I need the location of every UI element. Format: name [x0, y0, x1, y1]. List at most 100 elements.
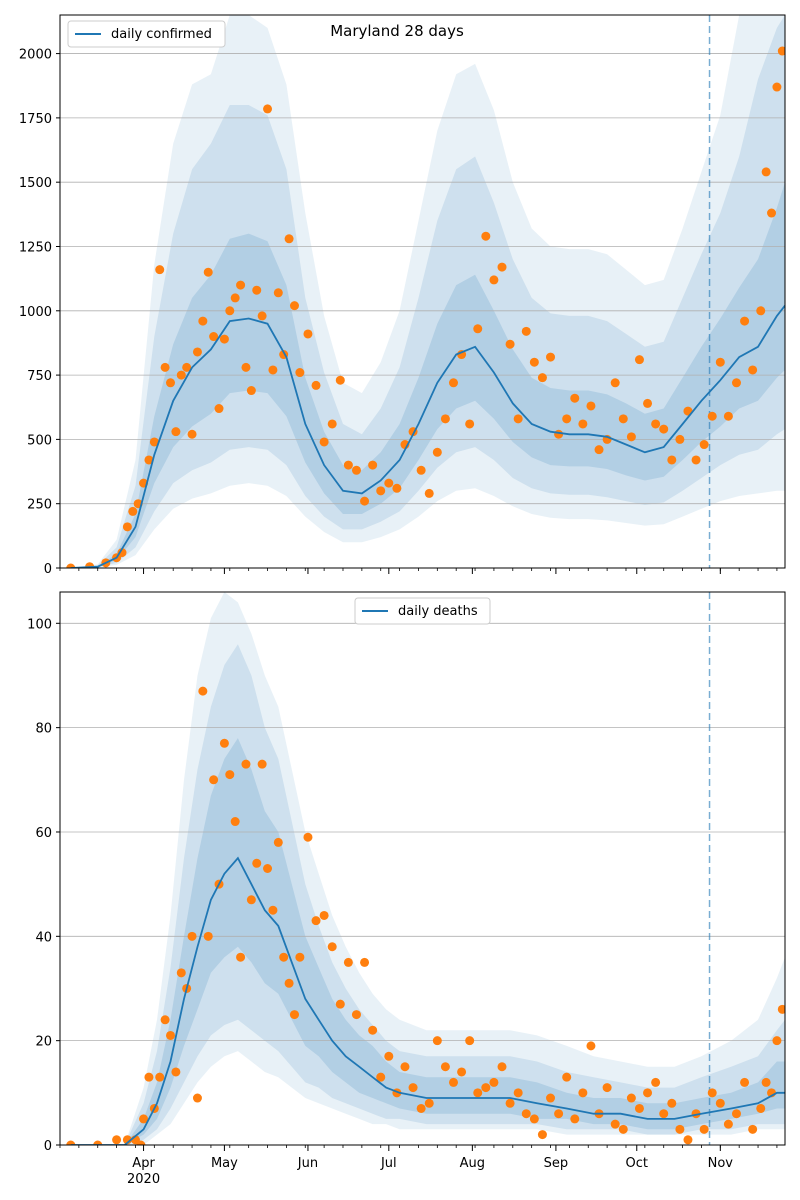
observed-point: [392, 483, 402, 493]
observed-point: [225, 770, 235, 780]
deaths-plot-frame: [59, 591, 786, 1146]
median-line: [70, 305, 785, 568]
y-tick-label: 1250: [19, 240, 52, 255]
observed-point: [284, 978, 294, 988]
x-tick-label: Aug: [460, 1156, 485, 1171]
confirmed-uncertainty-bands: [70, 15, 785, 568]
observed-point: [465, 1036, 475, 1046]
median-line: [70, 856, 785, 1145]
y-tick-label: 40: [35, 930, 52, 945]
observed-point: [529, 357, 539, 367]
observed-point: [554, 429, 564, 439]
y-tick-label: 0: [44, 562, 52, 577]
x-tick-label: Jul: [380, 1156, 397, 1171]
observed-point: [554, 1109, 564, 1119]
observed-point: [384, 478, 394, 488]
observed-point: [497, 1062, 507, 1072]
observed-point: [376, 486, 386, 496]
observed-point: [675, 1124, 685, 1134]
observed-point: [335, 999, 345, 1009]
observed-point: [505, 339, 515, 349]
observed-point: [268, 365, 278, 375]
observed-point: [432, 447, 442, 457]
observed-point: [368, 1025, 378, 1035]
observed-point: [594, 445, 604, 455]
observed-point: [273, 837, 283, 847]
observed-point: [626, 432, 636, 442]
x-tick-label: Apr: [132, 1156, 155, 1171]
observed-point: [651, 419, 661, 429]
observed-point: [440, 1062, 450, 1072]
observed-point: [295, 952, 305, 962]
observed-point: [192, 1093, 202, 1103]
observed-point: [432, 1036, 442, 1046]
deaths-legend-box: [354, 597, 491, 625]
observed-point: [257, 759, 267, 769]
observed-point: [360, 957, 370, 967]
confirmed-legend-label: daily confirmed: [111, 27, 212, 42]
observed-point: [610, 378, 620, 388]
observed-point: [335, 375, 345, 385]
y-tick-label: 250: [27, 498, 52, 513]
observed-point: [246, 386, 256, 396]
observed-point: [424, 1098, 434, 1108]
observed-point: [166, 1030, 176, 1040]
observed-point: [416, 465, 426, 475]
observed-point: [289, 301, 299, 311]
observed-point: [241, 759, 251, 769]
observed-point: [481, 1083, 491, 1093]
y-tick-label: 1000: [19, 305, 52, 320]
observed-point: [155, 265, 165, 275]
observed-point: [777, 46, 785, 56]
x-tick-label: Jun: [297, 1156, 318, 1171]
confirmed-x-axis: [59, 568, 778, 574]
observed-point: [128, 506, 138, 516]
observed-point: [683, 1135, 693, 1145]
observed-point: [225, 306, 235, 316]
uncertainty-band-3: [70, 738, 785, 1145]
y-tick-label: 100: [27, 617, 52, 632]
observed-point: [586, 1041, 596, 1051]
observed-point: [66, 563, 76, 568]
observed-point: [578, 1088, 588, 1098]
observed-point: [618, 414, 628, 424]
observed-point: [182, 362, 192, 372]
uncertainty-band-1: [70, 15, 785, 568]
uncertainty-band-2: [70, 15, 785, 568]
observed-point: [740, 316, 750, 326]
observed-point: [187, 931, 197, 941]
observed-point: [384, 1051, 394, 1061]
observed-point: [319, 437, 329, 447]
observed-point: [236, 952, 246, 962]
observed-point: [505, 1098, 515, 1108]
y-tick-label: 500: [27, 433, 52, 448]
uncertainty-band-2: [70, 644, 785, 1145]
observed-point: [263, 104, 273, 114]
observed-point: [529, 1114, 539, 1124]
deaths-gridlines: [60, 622, 785, 1042]
observed-point: [219, 738, 229, 748]
observed-point: [723, 1119, 733, 1129]
observed-point: [311, 380, 321, 390]
observed-point: [761, 167, 771, 177]
observed-point: [546, 352, 556, 362]
x-tick-label: Sep: [544, 1156, 569, 1171]
deaths-median-line: [70, 856, 785, 1145]
observed-point: [651, 1077, 661, 1087]
observed-point: [311, 916, 321, 926]
confirmed-plot-frame: [59, 14, 786, 569]
y-tick-label: 750: [27, 369, 52, 384]
observed-point: [465, 419, 475, 429]
observed-point: [489, 1077, 499, 1087]
observed-point: [144, 1072, 154, 1082]
observed-point: [351, 1010, 361, 1020]
observed-point: [521, 326, 531, 336]
observed-point: [699, 1124, 709, 1134]
observed-point: [416, 1103, 426, 1113]
observed-point: [707, 411, 717, 421]
deaths-uncertainty-bands: [70, 592, 785, 1145]
y-tick-label: 80: [35, 722, 52, 737]
uncertainty-band-1: [70, 592, 785, 1145]
observed-point: [284, 234, 294, 244]
